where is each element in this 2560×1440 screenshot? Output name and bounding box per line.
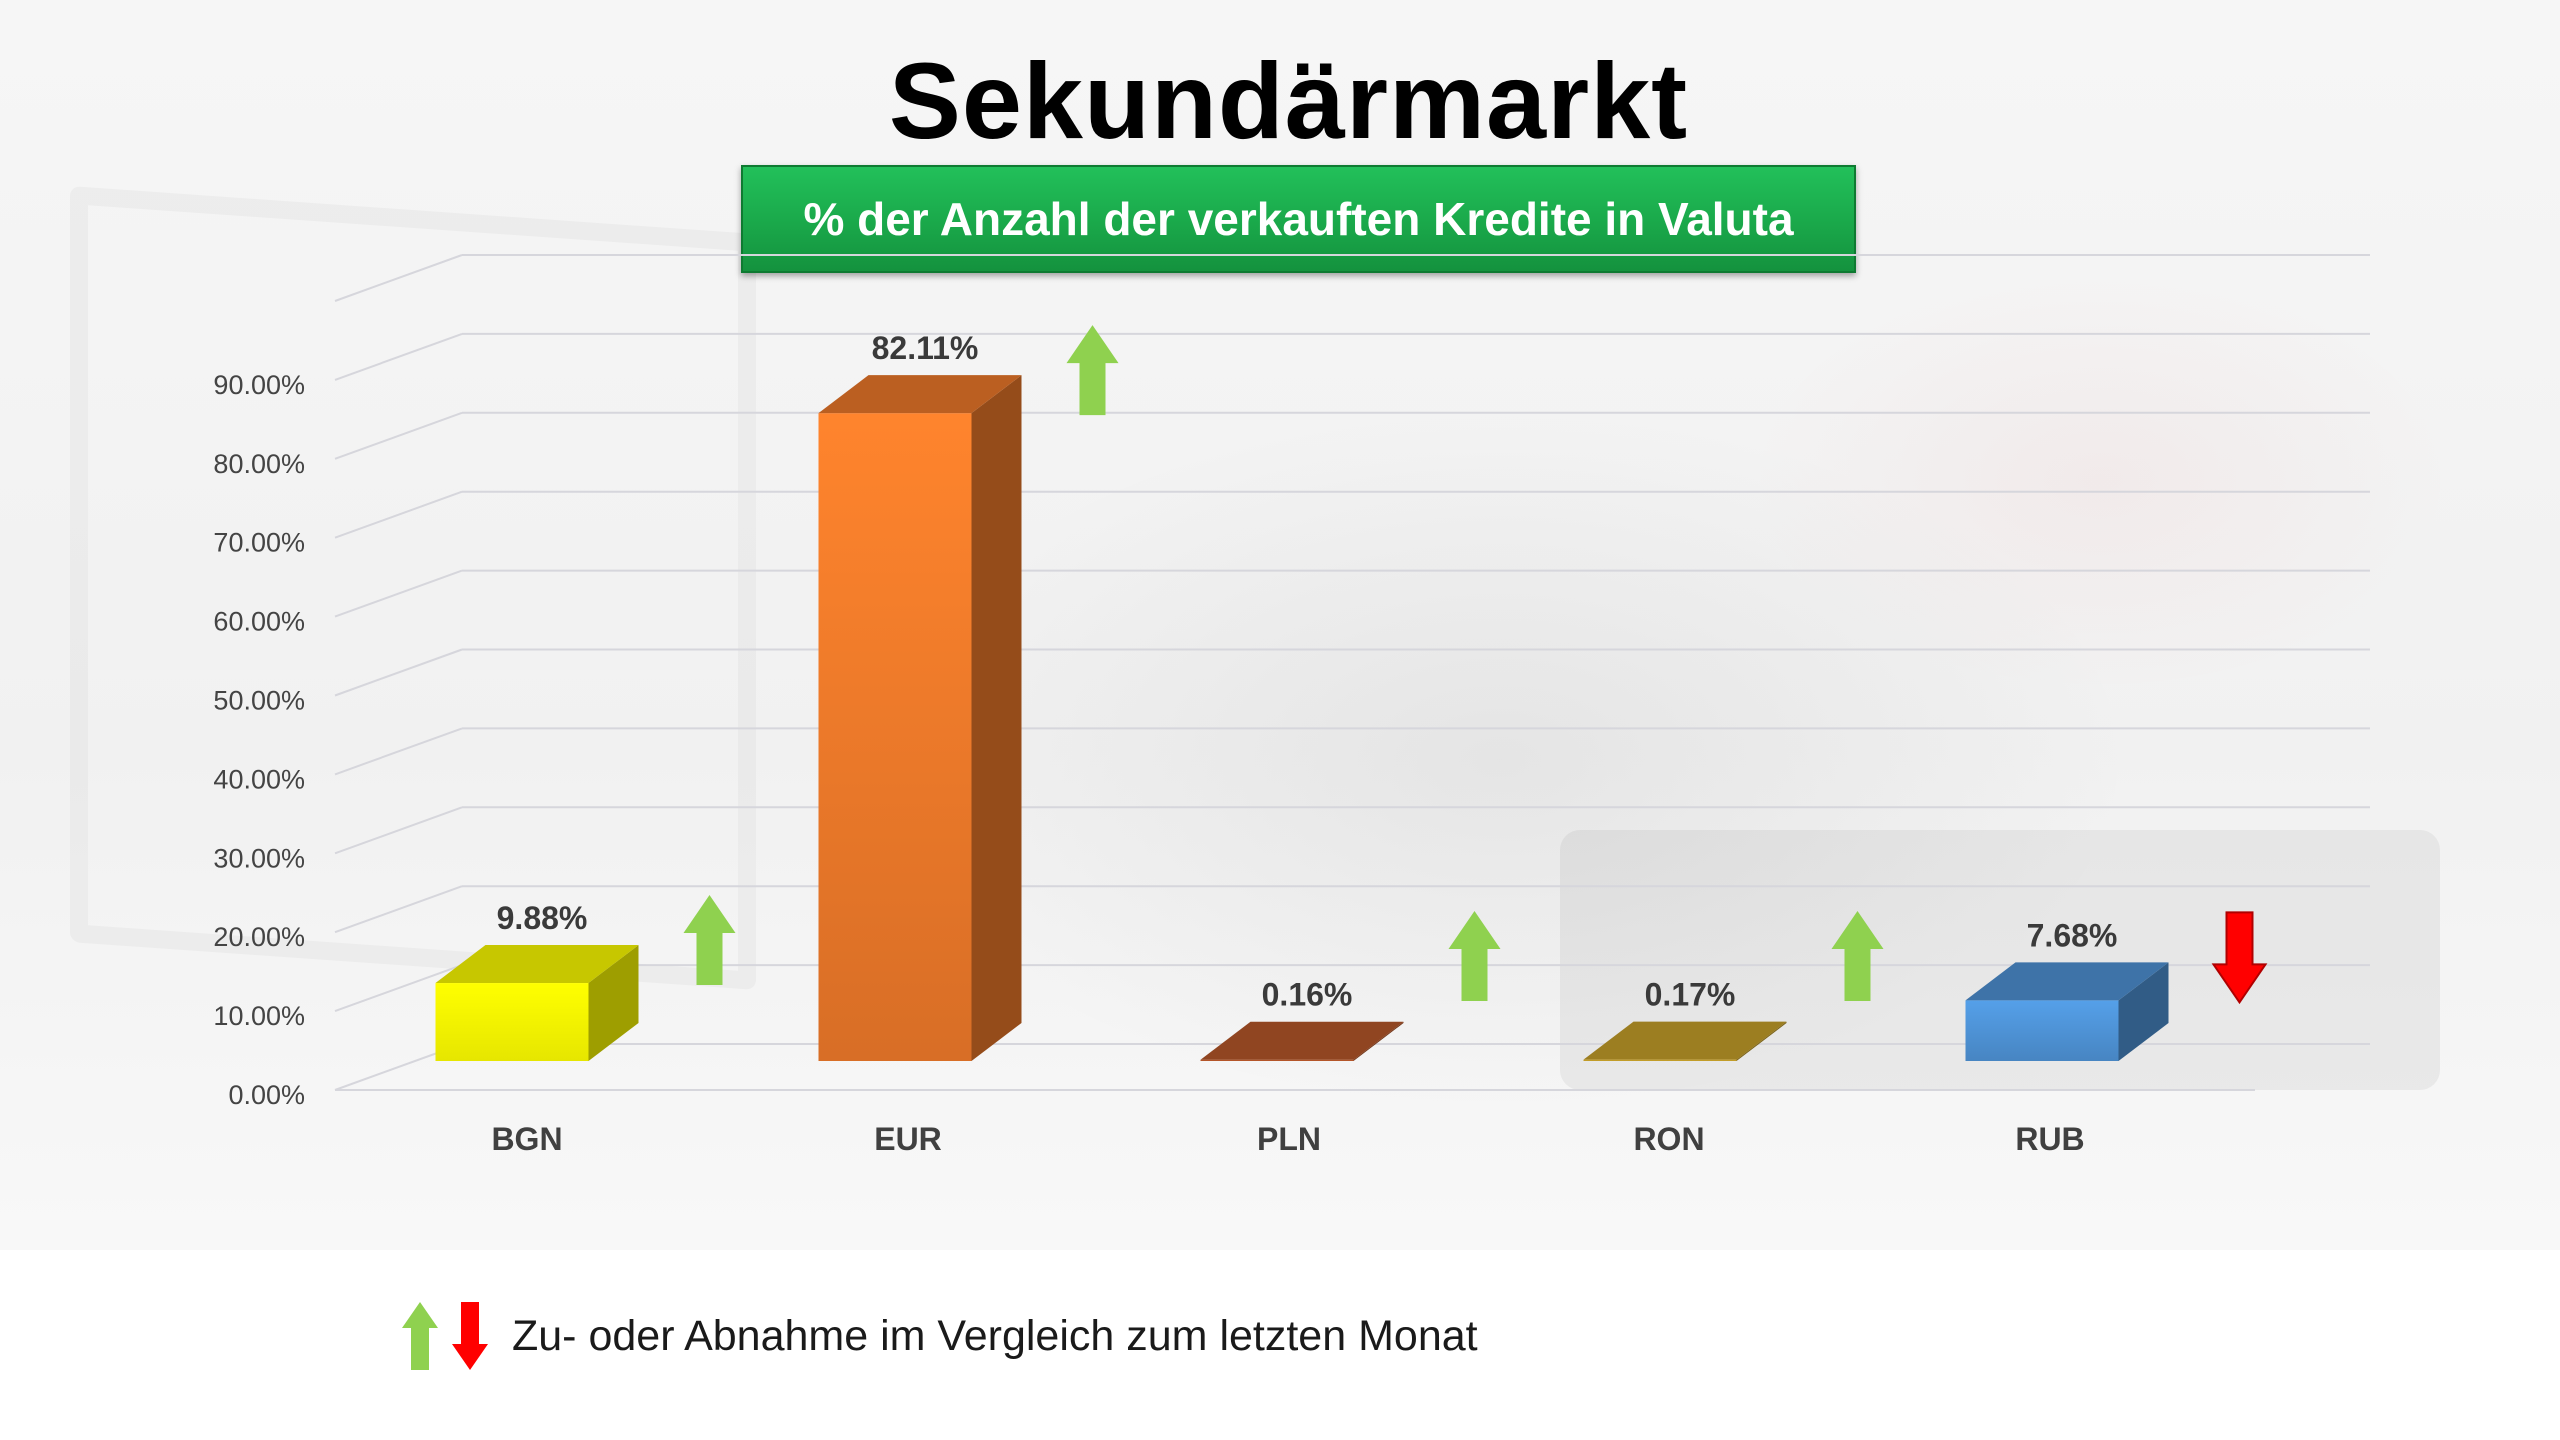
grid-depth-line	[334, 254, 463, 302]
value-label: 82.11%	[872, 330, 979, 366]
page-title: Sekundärmarkt	[888, 40, 1689, 161]
bar-top	[818, 375, 1022, 414]
bar-side	[588, 945, 639, 1061]
value-label: 0.17%	[1645, 977, 1736, 1013]
category-label: BGN	[491, 1121, 562, 1157]
y-tick-label: 40.00%	[213, 764, 305, 794]
category-label: PLN	[1257, 1121, 1321, 1157]
category-label: EUR	[874, 1121, 942, 1157]
bar-front	[435, 983, 589, 1061]
y-tick-label: 20.00%	[213, 922, 305, 952]
bar-side	[1353, 1021, 1404, 1061]
arrow-up-icon	[683, 895, 736, 986]
arrow-down-icon	[2211, 911, 2268, 1005]
bar-front	[1583, 1059, 1737, 1061]
value-label: 0.16%	[1262, 977, 1353, 1013]
arrow-down-icon	[452, 1302, 488, 1370]
arrow-up-icon	[1066, 325, 1119, 416]
grid-depth-line	[334, 332, 463, 381]
bar-ron: 0.17%	[1583, 911, 1884, 1061]
y-tick-label: 10.00%	[213, 1001, 305, 1031]
value-label: 9.88%	[497, 900, 588, 936]
bar-top	[1200, 1021, 1404, 1060]
y-axis-ticks: 0.00% 10.00% 20.00% 30.00% 40.00% 50.00% 60.00…	[213, 370, 305, 1110]
value-label: 7.68%	[2027, 917, 2118, 953]
bar-rub: 7.68%	[1965, 911, 2268, 1061]
y-tick-label: 0.00%	[228, 1080, 305, 1110]
bar-side	[1736, 1021, 1787, 1061]
legend-arrows	[402, 1302, 488, 1370]
bars: 9.88% BGN 82.11% EUR 0.16% PLN 0.17% RON 7.68% RU…	[435, 325, 2268, 1157]
bar-bgn: 9.88%	[435, 895, 736, 1061]
grid-depth-line	[334, 569, 463, 618]
arrow-up-icon	[1831, 911, 1884, 1001]
legend: Zu- oder Abnahme im Vergleich zum letzte…	[400, 1300, 1478, 1372]
arrow-up-icon	[402, 1302, 438, 1370]
subtitle-text: % der Anzahl der verkauften Kredite in V…	[803, 193, 1794, 245]
bar-front	[818, 413, 972, 1061]
y-tick-label: 50.00%	[213, 686, 305, 716]
y-tick-label: 90.00%	[213, 370, 305, 400]
grid-depth-line	[334, 490, 463, 539]
y-tick-label: 70.00%	[213, 528, 305, 558]
y-tick-label: 60.00%	[213, 607, 305, 637]
bar-pln: 0.16%	[1200, 911, 1501, 1061]
grid-depth-line	[334, 885, 463, 934]
grid-depth-line	[334, 411, 463, 460]
category-label: RON	[1633, 1121, 1704, 1157]
y-tick-label: 80.00%	[213, 449, 305, 479]
bar-top	[1965, 962, 2169, 1001]
grid-depth-line	[334, 648, 463, 697]
grid-depth-line	[334, 964, 463, 1013]
legend-label: Zu- oder Abnahme im Vergleich zum letzte…	[512, 1311, 1478, 1360]
bar-front	[1965, 1000, 2119, 1061]
bar-top	[435, 945, 639, 984]
bar-eur: 82.11%	[818, 325, 1119, 1061]
bar-top	[1583, 1021, 1787, 1060]
bar-side	[971, 375, 1022, 1061]
bar-side	[2118, 962, 2169, 1061]
arrow-up-icon	[1448, 911, 1501, 1001]
grid-depth-line	[334, 727, 463, 776]
category-label: RUB	[2015, 1121, 2084, 1157]
grid-depth-line	[334, 806, 463, 855]
y-tick-label: 30.00%	[213, 843, 305, 873]
bar-front	[1200, 1059, 1354, 1061]
